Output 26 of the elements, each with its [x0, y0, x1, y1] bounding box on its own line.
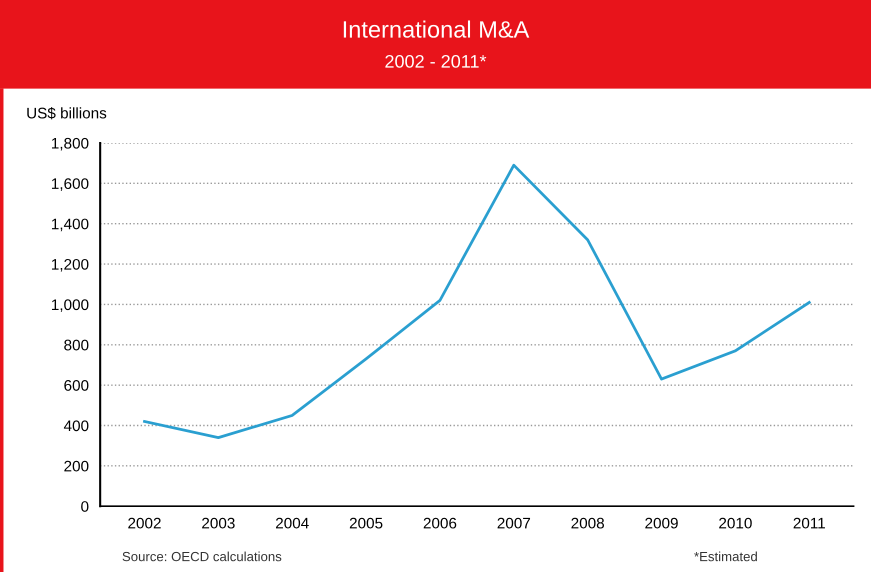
source-note: Source: OECD calculations	[122, 552, 282, 562]
y-tick-label: 600	[64, 380, 88, 391]
y-tick-label: 800	[64, 340, 88, 350]
x-tick-label: 2008	[571, 518, 604, 529]
y-tick-label: 1,200	[52, 258, 88, 272]
x-tick-label: 2007	[498, 518, 530, 529]
y-tick-label: 1,800	[52, 138, 88, 150]
x-tick-label: 2004	[276, 518, 309, 529]
text: *Estimated	[694, 552, 757, 562]
y-tick-label: 1,600	[52, 178, 88, 191]
y-tick-label: 200	[64, 460, 88, 472]
x-tick-label: 2009	[645, 518, 678, 529]
line-series	[143, 164, 811, 439]
y-axis-title: US$ billions	[27, 107, 106, 120]
x-tick-label: 2005	[350, 518, 382, 529]
y-tick-label: 1,400	[52, 218, 88, 232]
y-tick-label: 400	[64, 420, 88, 432]
x-tick-label: 2011	[794, 518, 825, 529]
y-tick-label: 0	[81, 501, 88, 512]
chart-title: International M&A	[344, 20, 530, 38]
x-tick-label: 2003	[202, 518, 235, 529]
x-tick-label: 2002	[128, 518, 161, 529]
x-tick-label: 2010	[719, 518, 752, 529]
y-tick-label: 1,000	[52, 299, 88, 312]
chart-subtitle: 2002 - 2011*	[385, 54, 486, 68]
x-tick-label: 2006	[424, 518, 456, 529]
